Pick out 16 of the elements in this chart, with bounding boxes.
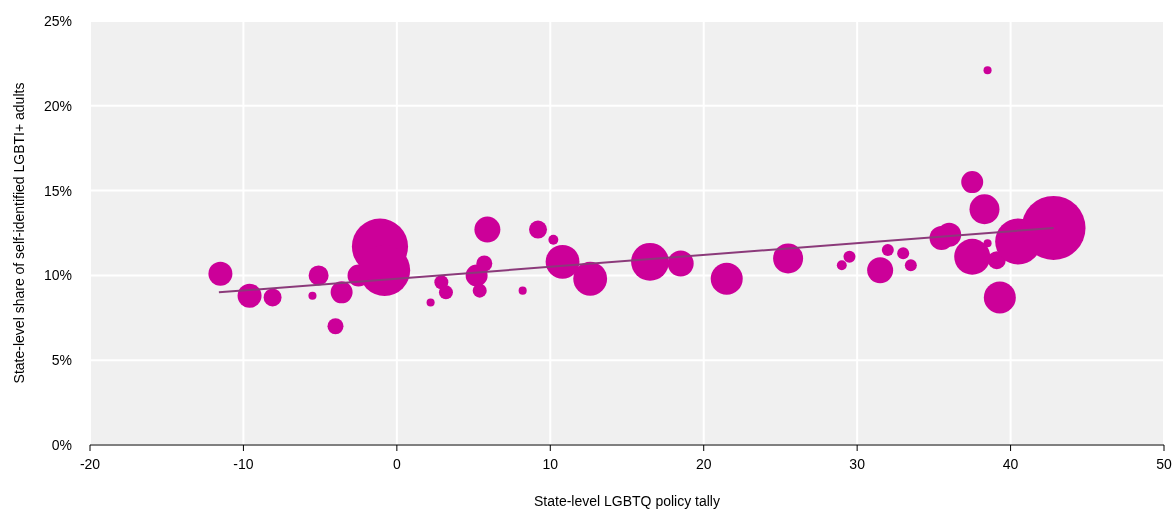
y-tick-label: 0%	[51, 437, 72, 453]
x-tick-label: -20	[79, 456, 101, 472]
x-tick-label: 50	[1156, 456, 1172, 472]
x-tick-label: 20	[695, 456, 712, 472]
x-tick-label: 30	[849, 456, 866, 472]
y-tick-label: 5%	[51, 352, 72, 369]
x-tick-label: -10	[233, 456, 254, 472]
x-axis-title: State-level LGBTQ policy tally	[534, 493, 720, 509]
x-tick-label: 10	[542, 456, 559, 472]
y-tick-label: 20%	[43, 97, 72, 114]
y-tick-label: 10%	[43, 267, 72, 284]
y-tick-label: 25%	[43, 13, 72, 29]
y-tick-label: 15%	[43, 182, 72, 199]
y-axis-title: State-level share of self-identified LGBTI+ adults	[11, 82, 27, 384]
x-tick-label: 40	[1002, 456, 1019, 472]
x-tick-label: 0	[392, 456, 401, 472]
